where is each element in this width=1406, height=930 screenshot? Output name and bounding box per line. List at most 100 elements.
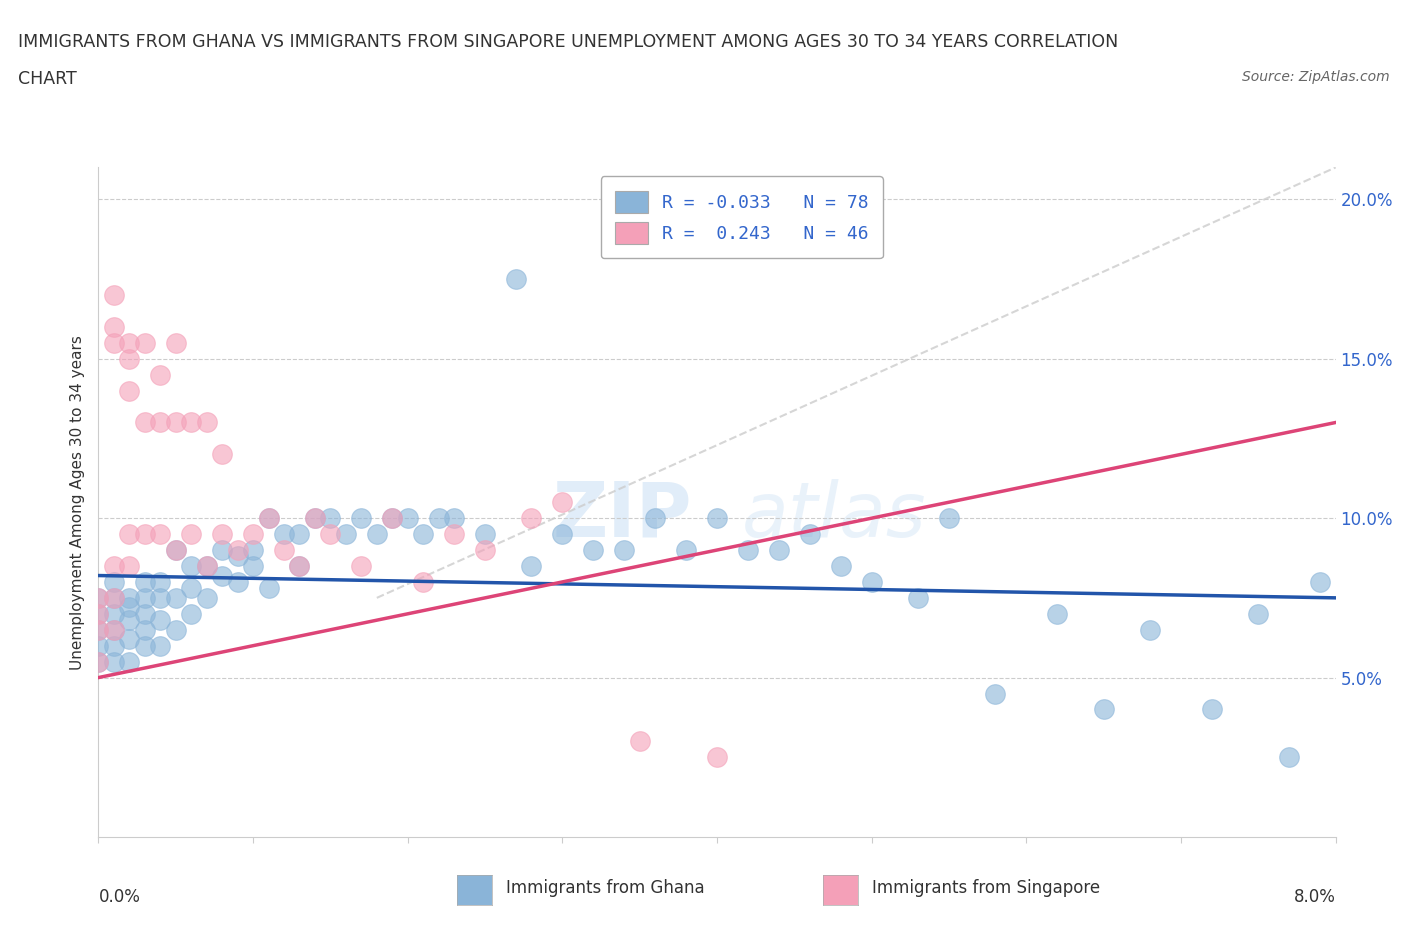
Point [1139,622,1161,637]
Point [984,686,1007,701]
Point [118,631,141,646]
Point [118,383,141,398]
Point [582,542,605,557]
Point [134,622,156,637]
Point [118,526,141,541]
Point [195,559,218,574]
Point [304,511,326,525]
Point [165,622,187,637]
Point [319,511,342,525]
Text: atlas: atlas [742,479,927,552]
Point [103,319,125,334]
Text: 8.0%: 8.0% [1294,888,1336,906]
Point [134,575,156,590]
Point [211,447,233,462]
Point [907,591,929,605]
Point [149,367,172,382]
Point [134,638,156,653]
Point [675,542,697,557]
Point [149,591,172,605]
Point [226,575,249,590]
Point [1092,702,1115,717]
Point [288,559,311,574]
Y-axis label: Unemployment Among Ages 30 to 34 years: Unemployment Among Ages 30 to 34 years [69,335,84,670]
Text: ZIP: ZIP [553,479,692,552]
Point [737,542,759,557]
Point [134,606,156,621]
Point [226,549,249,564]
Point [118,559,141,574]
Point [180,559,202,574]
Point [180,606,202,621]
Point [505,272,527,286]
Point [134,415,156,430]
Text: Immigrants from Ghana: Immigrants from Ghana [506,879,704,897]
Point [103,638,125,653]
Point [520,559,543,574]
Point [165,542,187,557]
Point [118,352,141,366]
Point [87,654,110,669]
Point [938,511,960,525]
Point [628,734,651,749]
Point [134,591,156,605]
Point [1046,606,1069,621]
Point [830,559,852,574]
Point [319,526,342,541]
Point [165,542,187,557]
Point [242,559,264,574]
Point [149,526,172,541]
Point [195,591,218,605]
Text: Source: ZipAtlas.com: Source: ZipAtlas.com [1241,70,1389,84]
Point [366,526,388,541]
Point [474,542,496,557]
Point [350,559,373,574]
Point [180,415,202,430]
Point [242,542,264,557]
Point [149,613,172,628]
Point [118,654,141,669]
Point [118,613,141,628]
Point [520,511,543,525]
Point [103,287,125,302]
Text: IMMIGRANTS FROM GHANA VS IMMIGRANTS FROM SINGAPORE UNEMPLOYMENT AMONG AGES 30 TO: IMMIGRANTS FROM GHANA VS IMMIGRANTS FROM… [18,33,1119,50]
Text: 0.0%: 0.0% [98,888,141,906]
Point [242,526,264,541]
Point [134,526,156,541]
Point [396,511,419,525]
Point [134,336,156,351]
Point [103,559,125,574]
Point [1201,702,1223,717]
Point [273,526,295,541]
Point [381,511,404,525]
Point [118,591,141,605]
Point [644,511,666,525]
Point [1309,575,1331,590]
Point [195,415,218,430]
Point [226,542,249,557]
Point [1278,750,1301,764]
Point [149,575,172,590]
Point [103,591,125,605]
Point [211,542,233,557]
Point [103,591,125,605]
Point [87,606,110,621]
Point [103,622,125,637]
Point [273,542,295,557]
Point [860,575,883,590]
Point [443,511,465,525]
Point [165,591,187,605]
Point [381,511,404,525]
Point [149,415,172,430]
Point [165,336,187,351]
Point [288,526,311,541]
Point [180,581,202,596]
Point [103,575,125,590]
Point [103,654,125,669]
Point [706,750,728,764]
Point [165,415,187,430]
Point [87,622,110,637]
Point [613,542,636,557]
Point [149,638,172,653]
Point [288,559,311,574]
